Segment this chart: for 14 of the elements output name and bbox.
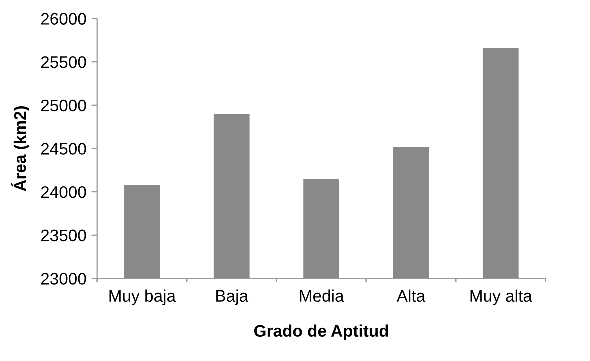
x-tick-label: Alta	[396, 290, 426, 302]
y-tick-label: 23500	[41, 230, 86, 242]
y-axis-title: Área (km2)	[11, 106, 30, 192]
x-axis-title: Grado de Aptitud	[254, 324, 388, 340]
x-tick-label: Muy alta	[470, 290, 532, 306]
y-tick-label: 25000	[41, 100, 86, 112]
y-tick-label: 24000	[41, 186, 86, 198]
y-tick-label: 25500	[41, 56, 86, 68]
y-tick-label: 26000	[41, 13, 86, 25]
y-tick-label: 23000	[41, 273, 86, 285]
x-tick-label: Baja	[216, 290, 249, 306]
y-tick-label: 24500	[41, 143, 86, 155]
x-tick-label: Muy baja	[110, 290, 176, 306]
x-tick-label: Media	[300, 290, 344, 302]
